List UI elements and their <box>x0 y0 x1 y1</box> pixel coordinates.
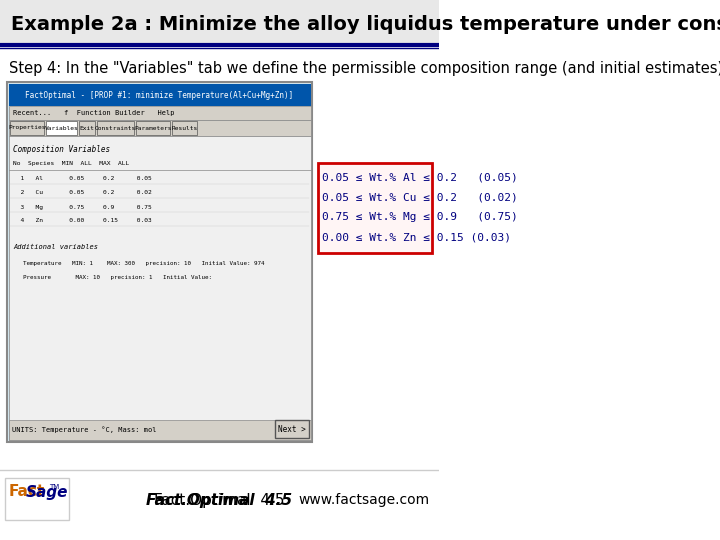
Text: Step 4: In the "Variables" tab we define the permissible composition range (and : Step 4: In the "Variables" tab we define… <box>9 60 720 76</box>
Text: 0.05 ≤ Wt.% Cu ≤ 0.2   (0.02): 0.05 ≤ Wt.% Cu ≤ 0.2 (0.02) <box>322 192 518 202</box>
FancyBboxPatch shape <box>318 163 433 253</box>
Text: Variables: Variables <box>45 125 78 131</box>
Text: 0.00 ≤ Wt.% Zn ≤ 0.15 (0.03): 0.00 ≤ Wt.% Zn ≤ 0.15 (0.03) <box>322 232 510 242</box>
Text: Sage: Sage <box>26 484 68 500</box>
Text: FactOptimal - [PROP #1: minimize Temperature(Al+Cu+Mg+Zn)]: FactOptimal - [PROP #1: minimize Tempera… <box>25 91 294 99</box>
Text: No  Species  MIN  ALL  MAX  ALL: No Species MIN ALL MAX ALL <box>14 161 130 166</box>
Text: Additional variables: Additional variables <box>14 244 99 250</box>
FancyBboxPatch shape <box>9 84 310 106</box>
Text: Example 2a : Minimize the alloy liquidus temperature under constraints - 5: Example 2a : Minimize the alloy liquidus… <box>11 15 720 33</box>
FancyBboxPatch shape <box>9 106 310 120</box>
FancyBboxPatch shape <box>79 121 95 135</box>
FancyBboxPatch shape <box>9 136 310 440</box>
Text: Composition Variables: Composition Variables <box>14 145 111 154</box>
FancyBboxPatch shape <box>7 82 312 442</box>
Text: Results: Results <box>171 125 197 131</box>
Text: Constraints: Constraints <box>95 125 136 131</box>
Text: 0.75 ≤ Wt.% Mg ≤ 0.9   (0.75): 0.75 ≤ Wt.% Mg ≤ 0.9 (0.75) <box>322 212 518 222</box>
Text: Exit: Exit <box>80 125 94 131</box>
FancyBboxPatch shape <box>0 0 438 45</box>
Text: Parameters: Parameters <box>134 125 171 131</box>
FancyBboxPatch shape <box>10 121 45 135</box>
Text: Fact.Optimal  4.5: Fact.Optimal 4.5 <box>154 492 284 508</box>
FancyBboxPatch shape <box>275 420 309 438</box>
Text: UNITS: Temperature - °C, Mass: mol: UNITS: Temperature - °C, Mass: mol <box>12 427 157 434</box>
Text: Temperature   MIN: 1    MAX: 300   precision: 10   Initial Value: 974: Temperature MIN: 1 MAX: 300 precision: 1… <box>17 261 265 267</box>
FancyBboxPatch shape <box>97 121 134 135</box>
Text: 1   Al       0.05     0.2      0.05: 1 Al 0.05 0.2 0.05 <box>14 177 152 181</box>
Text: 2   Cu       0.05     0.2      0.02: 2 Cu 0.05 0.2 0.02 <box>14 191 152 195</box>
FancyBboxPatch shape <box>136 121 170 135</box>
Text: Next >: Next > <box>279 424 306 434</box>
FancyBboxPatch shape <box>172 121 197 135</box>
Text: 0.05 ≤ Wt.% Al ≤ 0.2   (0.05): 0.05 ≤ Wt.% Al ≤ 0.2 (0.05) <box>322 172 518 182</box>
Text: Pressure       MAX: 10   precision: 1   Initial Value:: Pressure MAX: 10 precision: 1 Initial Va… <box>17 275 212 280</box>
FancyBboxPatch shape <box>5 478 69 520</box>
Text: 4   Zn       0.00     0.15     0.03: 4 Zn 0.00 0.15 0.03 <box>14 219 152 224</box>
Text: www.factsage.com: www.factsage.com <box>299 493 430 507</box>
FancyBboxPatch shape <box>9 420 310 440</box>
FancyBboxPatch shape <box>46 121 77 135</box>
Text: Properties: Properties <box>9 125 46 131</box>
Text: TM: TM <box>49 484 59 490</box>
Text: 3   Mg       0.75     0.9      0.75: 3 Mg 0.75 0.9 0.75 <box>14 205 152 210</box>
Text: Fact: Fact <box>9 484 45 500</box>
Text: Fact.Optimal  4.5: Fact.Optimal 4.5 <box>146 492 292 508</box>
Text: Recent...   f  Function Builder   Help: Recent... f Function Builder Help <box>14 110 175 116</box>
FancyBboxPatch shape <box>9 120 310 136</box>
